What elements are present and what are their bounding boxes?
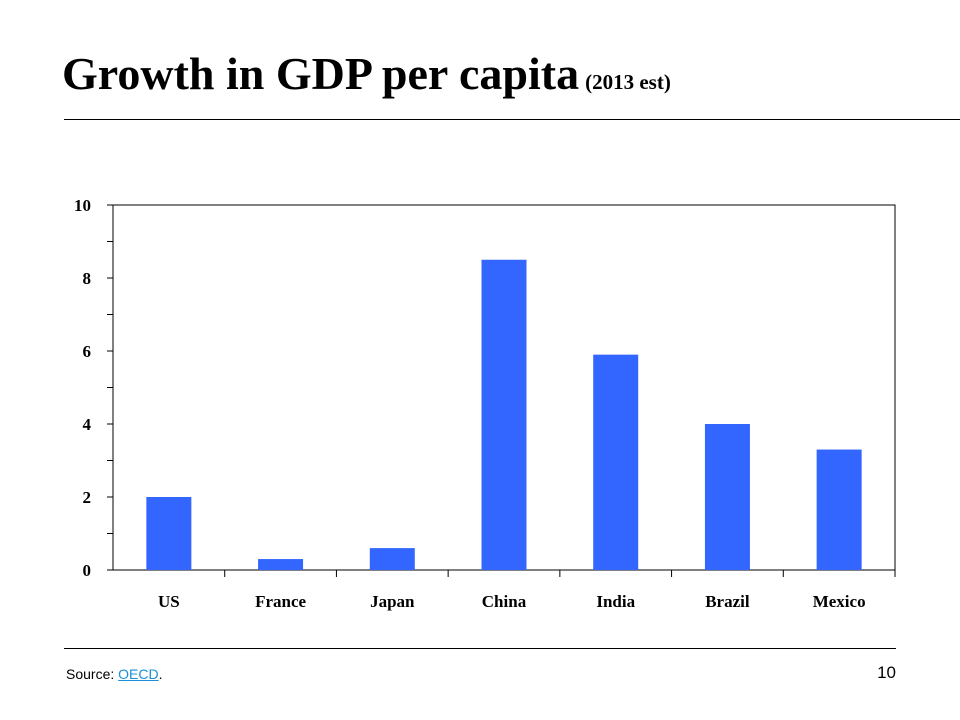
- x-tick-label: Japan: [370, 592, 415, 611]
- bar-japan: [369, 548, 415, 570]
- x-tick-label: Brazil: [705, 592, 750, 611]
- x-tick-label: China: [482, 592, 527, 611]
- page-number: 10: [877, 663, 896, 682]
- source-note: Source: OECD.: [66, 666, 162, 682]
- x-tick-label: France: [255, 592, 306, 611]
- x-tick-label: US: [158, 592, 180, 611]
- bar-china: [481, 259, 527, 570]
- title-divider: [64, 119, 960, 120]
- slide-title: Growth in GDP per capita (2013 est): [62, 46, 671, 110]
- source-label: Source:: [66, 666, 115, 682]
- bar-brazil: [704, 424, 750, 570]
- title-main: Growth in GDP per capita: [62, 48, 580, 99]
- footer-divider: [64, 648, 896, 649]
- source-end: .: [158, 666, 163, 682]
- source-link[interactable]: OECD: [118, 666, 159, 682]
- bar-mexico: [816, 449, 862, 570]
- y-tick-label: 2: [83, 488, 92, 507]
- y-tick-label: 0: [83, 561, 92, 580]
- y-tick-label: 8: [83, 269, 92, 288]
- bar-france: [258, 559, 304, 570]
- bar-us: [146, 497, 192, 570]
- bar-india: [593, 354, 639, 570]
- title-subtitle: (2013 est): [585, 70, 671, 94]
- x-tick-label: India: [596, 592, 635, 611]
- x-tick-label: Mexico: [813, 592, 866, 611]
- y-tick-label: 10: [74, 196, 91, 215]
- y-tick-label: 6: [83, 342, 92, 361]
- y-tick-label: 4: [83, 415, 92, 434]
